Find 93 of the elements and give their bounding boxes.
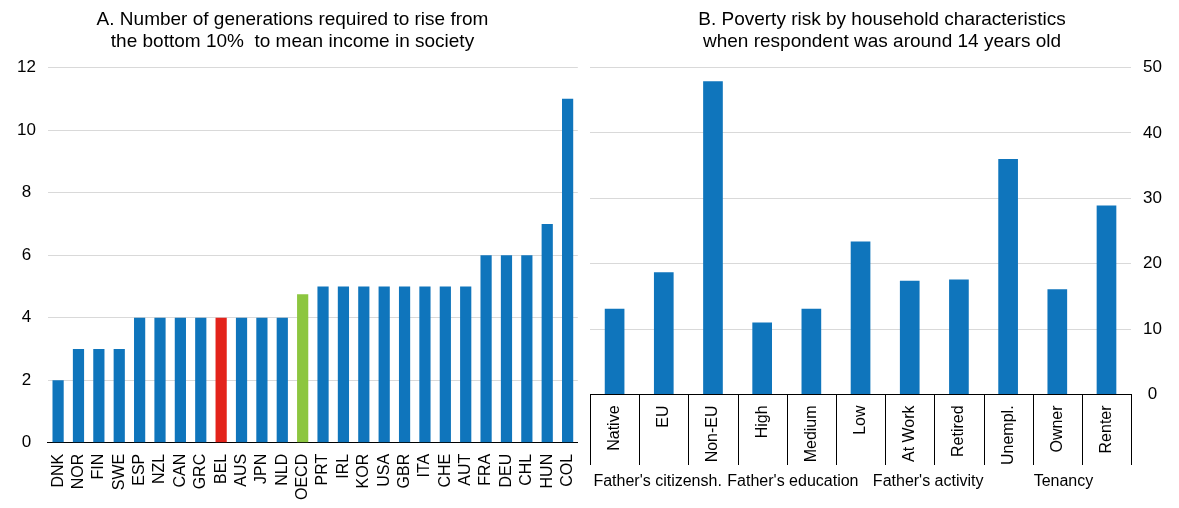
y-tick-label: 20 — [1143, 253, 1163, 273]
x-tick-label: FRA — [476, 453, 494, 486]
chart-title: B. Poverty risk by household characteristics when respondent was around 14 years old — [698, 7, 1066, 52]
x-tick-label: PRT — [313, 453, 331, 486]
bar — [235, 317, 248, 443]
bar — [297, 294, 309, 443]
bar — [52, 380, 64, 443]
x-tick-label: IRL — [333, 453, 351, 479]
bar — [949, 279, 969, 394]
bar — [850, 241, 871, 394]
x-tick-label: HUN — [537, 453, 555, 489]
text: Father's citizensh. — [593, 472, 722, 490]
bar — [317, 286, 329, 443]
x-tick-label: AUT — [456, 453, 474, 486]
x-tick-label: DNK — [48, 453, 66, 488]
x-tick-label: High — [752, 405, 770, 439]
y-tick-label: 6 — [21, 244, 32, 264]
bar — [801, 308, 822, 394]
x-tick-label: Retired — [949, 405, 967, 457]
x-tick-label: ESP — [130, 453, 148, 486]
text: Father's activity — [872, 472, 984, 490]
bar — [154, 317, 166, 443]
x-tick-label: Medium — [801, 405, 819, 463]
bar — [752, 322, 772, 394]
x-tick-label: NOR — [68, 453, 86, 490]
bar — [195, 317, 207, 443]
chart-title: A. Number of generations required to rise from the bottom 10% to mean income in society — [96, 7, 489, 52]
bar — [480, 255, 492, 443]
y-tick-label: 30 — [1143, 188, 1163, 208]
x-tick-label: At Work — [900, 404, 918, 463]
x-tick-label: BEL — [211, 453, 229, 485]
bar — [134, 317, 146, 443]
bar — [439, 286, 451, 443]
x-tick-label: Native — [605, 405, 622, 451]
x-tick-label: GBR — [394, 453, 412, 489]
bar — [1096, 205, 1117, 394]
y-tick-label: 8 — [21, 182, 32, 202]
bar — [604, 308, 625, 394]
y-tick-label: 0 — [1147, 384, 1158, 404]
x-tick-label: CHE — [435, 453, 453, 488]
bar — [899, 280, 920, 394]
x-tick-label: Owner — [1047, 404, 1065, 453]
x-tick-label: FIN — [89, 453, 107, 480]
bar — [113, 348, 125, 443]
y-tick-label: 50 — [1143, 57, 1163, 77]
x-tick-label: KOR — [354, 453, 372, 489]
bar — [562, 98, 574, 443]
text: Father's education — [727, 472, 859, 490]
x-tick-label: Non-EU — [703, 405, 721, 463]
y-tick-label: 10 — [1143, 318, 1163, 338]
y-tick-label: 10 — [16, 119, 36, 139]
bar — [174, 317, 186, 443]
bar — [358, 286, 370, 443]
bar — [215, 317, 227, 443]
x-tick-label: NLD — [272, 453, 290, 486]
bar — [653, 272, 674, 394]
x-tick-label: COL — [558, 453, 576, 487]
x-tick-label: JPN — [252, 453, 270, 485]
bar — [378, 286, 390, 443]
x-tick-label: AUS — [231, 453, 249, 487]
y-tick-label: 40 — [1143, 122, 1163, 142]
x-tick-label: ITA — [415, 453, 433, 478]
x-tick-label: Renter — [1096, 404, 1114, 454]
bar — [419, 286, 431, 443]
x-tick-label: Low — [850, 404, 868, 435]
x-tick-label: DEU — [496, 453, 514, 488]
x-tick-label: NZL — [150, 453, 168, 485]
x-tick-label: CAN — [170, 453, 188, 488]
bar — [998, 159, 1018, 394]
x-tick-label: Unempl. — [998, 405, 1016, 465]
bar — [703, 81, 723, 394]
y-tick-label: 4 — [21, 307, 32, 327]
x-tick-label: CHL — [517, 453, 535, 486]
bar — [541, 223, 553, 443]
bar — [276, 317, 288, 443]
bar — [72, 348, 85, 443]
bar — [398, 286, 411, 443]
text: Tenancy — [1033, 472, 1094, 490]
y-tick-label: 2 — [21, 369, 32, 389]
bar — [500, 255, 513, 443]
x-tick-label: OECD — [293, 453, 311, 501]
x-tick-label: SWE — [109, 453, 127, 491]
x-tick-label: GRC — [191, 453, 209, 490]
bar — [337, 286, 350, 443]
bar — [1047, 289, 1068, 394]
bar — [93, 348, 105, 443]
x-tick-label: EU — [654, 405, 672, 428]
y-tick-label: 0 — [21, 432, 32, 452]
bar — [460, 286, 472, 443]
bar — [521, 255, 533, 443]
x-tick-label: USA — [374, 453, 392, 487]
y-tick-label: 12 — [16, 57, 36, 77]
bar — [256, 317, 268, 443]
